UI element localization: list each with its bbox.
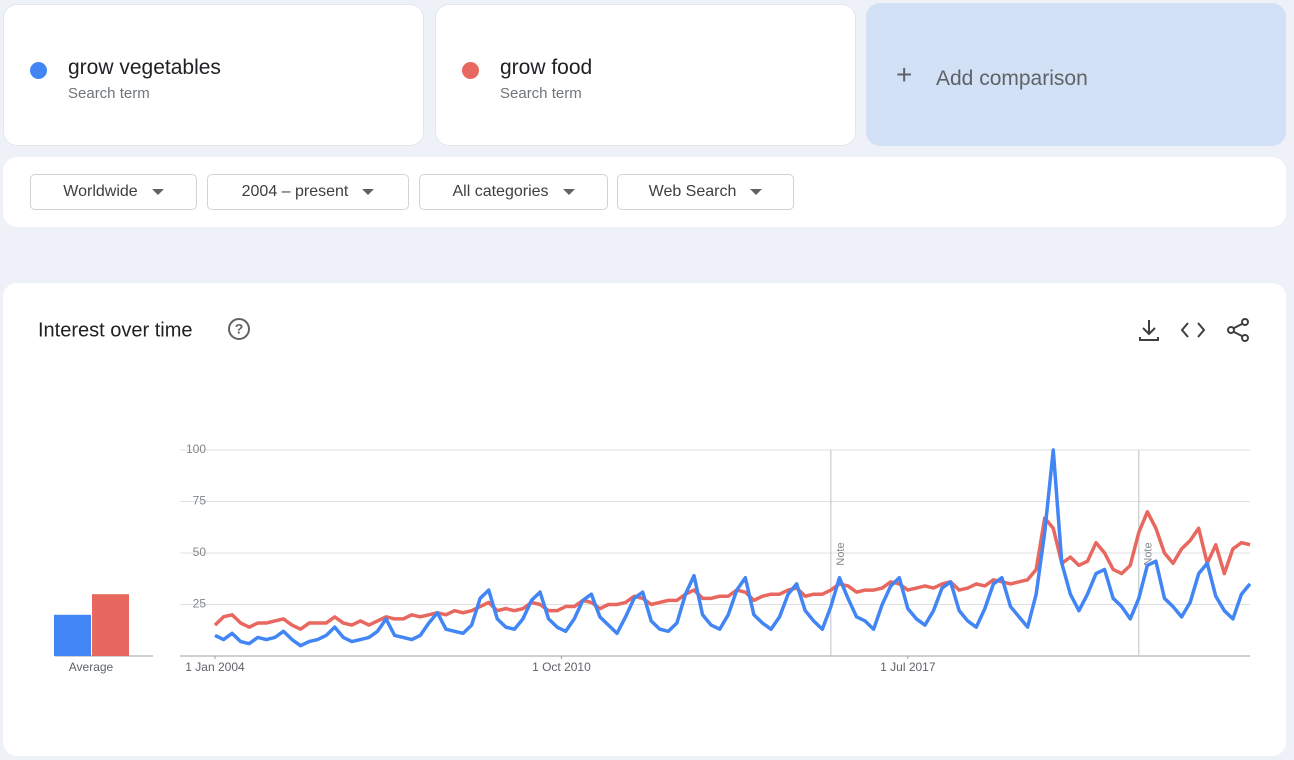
chart-title: Interest over time — [38, 319, 193, 341]
series-line — [213, 510, 1251, 631]
filter-bar: Worldwide 2004 – present All categories … — [3, 157, 1286, 227]
y-tick-label: 75 — [193, 494, 207, 508]
filter-dropdown[interactable]: Web Search — [617, 174, 794, 210]
series-line — [214, 448, 1252, 648]
x-tick-label: 1 Jul 2017 — [880, 660, 936, 674]
download-icon[interactable] — [1139, 320, 1159, 341]
note-label: Note — [835, 542, 847, 565]
help-icon[interactable]: ? — [228, 318, 250, 340]
add-comparison-label: Add comparison — [936, 67, 1088, 90]
share-icon[interactable] — [1227, 318, 1249, 342]
svg-text:?: ? — [235, 321, 244, 337]
y-tick-label: 25 — [193, 597, 207, 611]
filter-label: Web Search — [648, 183, 737, 200]
average-bar — [92, 594, 129, 656]
term-card[interactable]: grow food Search term — [435, 4, 856, 146]
term-type: Search term — [68, 85, 150, 102]
filter-dropdown[interactable]: All categories — [419, 174, 608, 210]
add-comparison[interactable]: + Add comparison — [866, 3, 1286, 146]
x-tick-label: 1 Jan 2004 — [185, 660, 245, 674]
embed-icon[interactable] — [1180, 322, 1206, 338]
y-tick-label: 100 — [186, 442, 206, 456]
average-bar — [54, 614, 91, 656]
note-label: Note — [1143, 542, 1155, 565]
term-name: grow vegetables — [68, 56, 221, 79]
x-tick-label: 1 Oct 2010 — [532, 660, 591, 674]
filter-label: 2004 – present — [241, 183, 349, 200]
y-tick-label: 50 — [193, 545, 207, 559]
caret — [562, 189, 575, 195]
term-name: grow food — [500, 56, 593, 79]
legend-dot — [30, 62, 47, 79]
filter-dropdown[interactable]: 2004 – present — [207, 174, 409, 210]
caret — [151, 189, 164, 195]
legend-dot — [462, 62, 479, 79]
filter-label: All categories — [452, 183, 549, 200]
caret — [750, 189, 763, 195]
average-label: Average — [69, 660, 114, 674]
plus-icon: + — [896, 59, 913, 90]
term-type: Search term — [500, 85, 582, 102]
filter-label: Worldwide — [63, 183, 138, 200]
chart-card — [3, 283, 1286, 756]
caret — [362, 189, 375, 195]
term-card[interactable]: grow vegetables Search term — [3, 4, 424, 146]
filter-dropdown[interactable]: Worldwide — [30, 174, 197, 210]
